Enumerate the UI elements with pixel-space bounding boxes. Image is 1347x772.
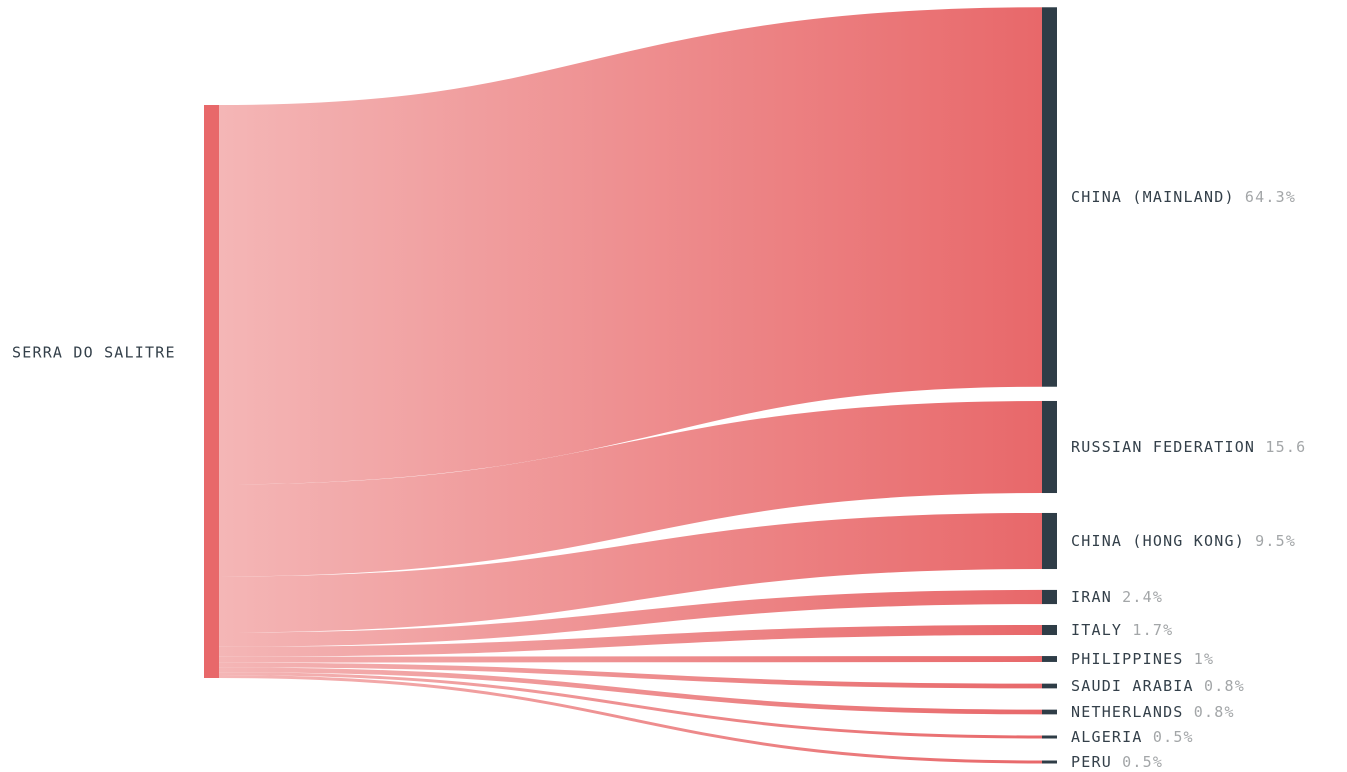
target-value: 0.5% — [1143, 728, 1194, 746]
flow-link — [218, 672, 1043, 739]
target-node-label: IRAN 2.4% — [1071, 588, 1163, 606]
target-nodes: CHINA (MAINLAND) 64.3% RUSSIAN FEDERATION… — [1042, 7, 1306, 771]
target-value: 15.6 — [1255, 438, 1306, 456]
target-value: 2.4% — [1112, 588, 1163, 606]
target-node-label: ALGERIA 0.5% — [1071, 728, 1194, 746]
target-node-bar — [1042, 760, 1057, 764]
flow-link — [218, 7, 1043, 485]
source-node-label: SERRA DO SALITRE — [12, 344, 176, 362]
flow-links — [218, 7, 1043, 764]
target-node-bar — [1042, 735, 1057, 739]
target-value: 1.7% — [1122, 621, 1173, 639]
target-name: PERU — [1071, 753, 1112, 771]
flow-link — [218, 662, 1043, 689]
target-value: 64.3% — [1235, 188, 1296, 206]
target-value: 0.5% — [1112, 753, 1163, 771]
target-node-bar — [1042, 512, 1057, 570]
target-name: RUSSIAN FEDERATION — [1071, 438, 1255, 456]
target-value: 9.5% — [1245, 532, 1296, 550]
target-name: ITALY — [1071, 621, 1122, 639]
target-node-bar — [1042, 709, 1057, 715]
flow-link — [218, 589, 1043, 647]
target-node-label: NETHERLANDS 0.8% — [1071, 703, 1235, 721]
target-name: CHINA (HONG KONG) — [1071, 532, 1245, 550]
target-node-bar — [1042, 7, 1057, 387]
source-node-bar — [204, 105, 219, 678]
target-node-label: SAUDI ARABIA 0.8% — [1071, 677, 1245, 695]
target-node-bar — [1042, 589, 1057, 605]
flow-link — [218, 675, 1043, 764]
target-name: ALGERIA — [1071, 728, 1143, 746]
target-value: 1% — [1184, 650, 1215, 668]
target-name: IRAN — [1071, 588, 1112, 606]
target-node-bar — [1042, 400, 1057, 494]
target-node-bar — [1042, 683, 1057, 689]
target-name: CHINA (MAINLAND) — [1071, 188, 1235, 206]
target-name: PHILIPPINES — [1071, 650, 1184, 668]
target-node-bar — [1042, 624, 1057, 636]
target-node-bar — [1042, 656, 1057, 662]
target-node-label: CHINA (MAINLAND) 64.3% — [1071, 188, 1296, 206]
target-value: 0.8% — [1194, 677, 1245, 695]
target-node-label: PHILIPPINES 1% — [1071, 650, 1214, 668]
target-node-label: ITALY 1.7% — [1071, 621, 1173, 639]
flow-link — [218, 512, 1043, 633]
target-node-label: RUSSIAN FEDERATION 15.6 — [1071, 438, 1306, 456]
target-name: NETHERLANDS — [1071, 703, 1184, 721]
flow-link — [218, 400, 1043, 577]
target-value: 0.8% — [1184, 703, 1235, 721]
flow-link — [218, 624, 1043, 657]
target-node-label: PERU 0.5% — [1071, 753, 1163, 771]
target-name: SAUDI ARABIA — [1071, 677, 1194, 695]
flow-link — [218, 656, 1043, 663]
target-node-label: CHINA (HONG KONG) 9.5% — [1071, 532, 1296, 550]
flow-link — [218, 667, 1043, 715]
